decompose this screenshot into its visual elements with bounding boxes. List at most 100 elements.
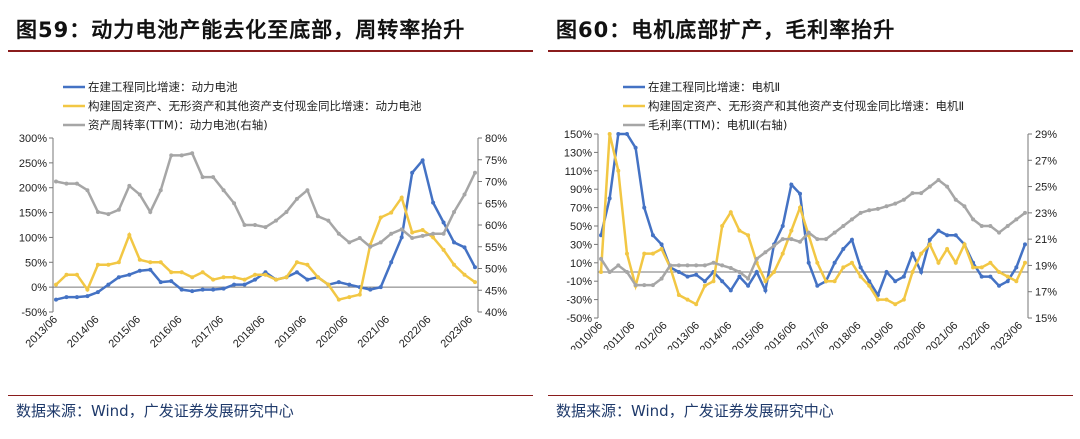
x-tick-label: 2016/06 (762, 320, 799, 350)
data-point (832, 260, 837, 265)
data-point (158, 260, 163, 265)
x-tick-label: 2015/06 (107, 314, 144, 350)
data-point (616, 132, 621, 136)
data-point (642, 251, 647, 256)
y-left-tick-label: 150% (564, 129, 592, 141)
data-point (221, 286, 226, 291)
data-point (815, 283, 820, 288)
data-point (616, 168, 621, 173)
data-point (158, 188, 163, 193)
legend-label: 构建固定资产、无形资产和其他资产支付现金同比增速：电机Ⅱ (648, 99, 964, 113)
data-point (875, 297, 880, 302)
figure-59: 图59：动力电池产能去化至底部，周转率抬升 在建工程同比增速：动力电池构建固定资… (8, 0, 538, 439)
data-point (962, 242, 967, 247)
title-divider (548, 50, 1073, 52)
x-tick-label: 2014/06 (698, 320, 735, 350)
data-point (763, 250, 768, 255)
data-point (849, 237, 854, 242)
data-point (357, 236, 362, 241)
x-tick-label: 2015/06 (730, 320, 767, 350)
data-point (607, 132, 612, 136)
data-point (1005, 224, 1010, 228)
data-point (910, 270, 915, 274)
legend-label: 构建固定资产、无形资产和其他资产支付现金同比增速：动力电池 (88, 99, 422, 113)
x-tick-label: 2022/06 (956, 320, 993, 350)
data-point (997, 283, 1002, 288)
y-right-tick-label: 27% (1035, 155, 1057, 167)
chart-60: 在建工程同比增速：电机Ⅱ 构建固定资产、无形资产和其他资产支付现金同比增速：电机Ⅱ… (564, 80, 1057, 350)
data-point (633, 283, 638, 288)
y-right-tick-label: 60% (485, 220, 507, 232)
data-point (242, 277, 247, 282)
data-point (867, 208, 872, 213)
data-point (273, 218, 278, 223)
y-left-tick-label: 0% (31, 282, 47, 294)
x-tick-label: 2013/06 (665, 320, 702, 350)
data-point (127, 183, 132, 188)
data-point (720, 263, 725, 268)
data-point (211, 287, 216, 292)
legend-label: 毛利率(TTM)：电机Ⅱ(右轴) (648, 118, 787, 132)
data-point (326, 282, 331, 287)
data-point (676, 293, 681, 297)
data-point (763, 279, 768, 284)
data-point (1005, 274, 1010, 279)
data-point (211, 277, 216, 282)
x-tick-label: 2012/06 (633, 320, 670, 350)
data-point (685, 297, 690, 302)
data-point (893, 201, 898, 206)
data-point (910, 191, 915, 196)
data-point (953, 233, 958, 238)
data-point (737, 270, 742, 274)
data-point (190, 289, 195, 294)
data-point (74, 272, 79, 277)
data-point (74, 295, 79, 300)
data-point (953, 197, 958, 202)
y-left-tick-label: -50% (21, 307, 47, 319)
data-point (116, 207, 121, 212)
data-point (473, 280, 477, 285)
data-point (832, 230, 837, 235)
data-point (936, 228, 941, 233)
data-point (431, 200, 436, 205)
data-point (336, 231, 341, 236)
data-point (901, 274, 906, 279)
data-point (200, 287, 205, 292)
data-point (253, 223, 258, 227)
data-point (116, 275, 121, 280)
data-point (137, 257, 142, 262)
data-point (431, 231, 436, 236)
data-point (64, 181, 69, 186)
data-point (378, 240, 383, 245)
x-tick-label: 2019/06 (273, 314, 310, 350)
data-point (927, 242, 932, 247)
x-tick-label: 2018/06 (231, 314, 268, 350)
data-point (54, 282, 58, 287)
data-point (211, 175, 216, 180)
data-point (927, 237, 932, 242)
data-point (95, 209, 100, 214)
data-point (378, 215, 383, 220)
data-point (676, 270, 681, 274)
data-point (945, 184, 950, 189)
data-point (357, 292, 362, 297)
data-point (607, 270, 612, 274)
data-point (893, 302, 898, 307)
y-right-tick-label: 25% (1035, 182, 1057, 194)
data-point (305, 262, 310, 267)
data-point (650, 251, 655, 256)
legend-label: 在建工程同比增速：动力电池 (88, 80, 238, 94)
data-point (389, 210, 394, 215)
data-point (599, 256, 603, 261)
data-point (971, 265, 976, 270)
data-point (127, 232, 132, 237)
data-point (659, 247, 664, 251)
data-point (305, 188, 310, 193)
data-point (368, 244, 373, 249)
y-left-tick-label: 50% (25, 257, 47, 269)
y-right-tick-label: 65% (485, 198, 507, 210)
data-point (431, 235, 436, 240)
data-point (294, 196, 299, 201)
data-point (616, 263, 621, 268)
chart-title: 图59：动力电池产能去化至底部，周转率抬升 (16, 18, 466, 42)
